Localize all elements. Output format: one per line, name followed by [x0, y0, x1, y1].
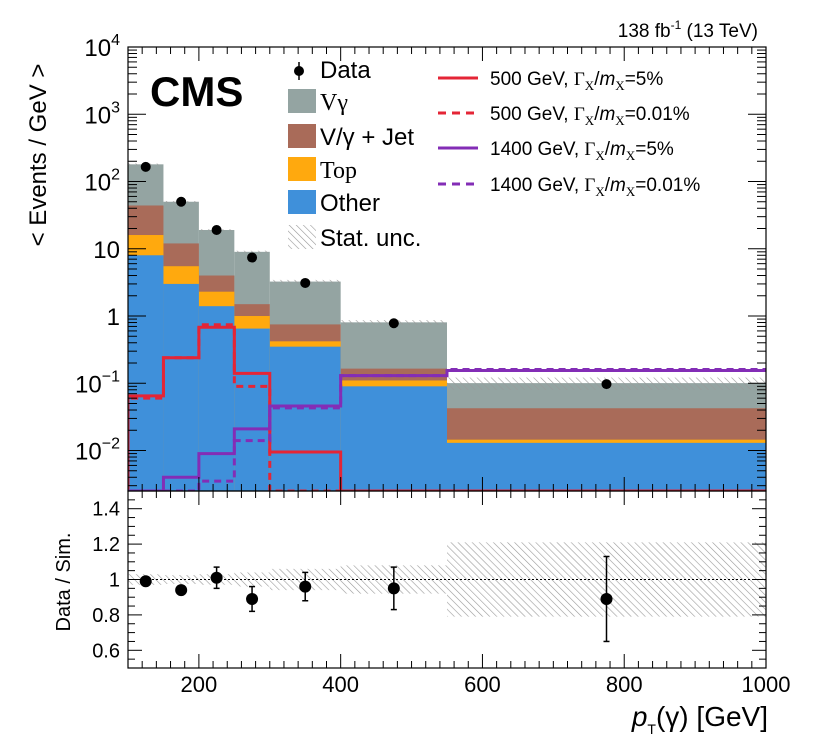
main-plot [128, 161, 766, 491]
legend-data-marker [294, 66, 304, 76]
x-tick-label: 800 [606, 672, 643, 697]
legend-label-4: Other [320, 190, 380, 217]
y-tick-label: 104 [84, 32, 120, 62]
stack-bar-other-6 [447, 442, 766, 491]
ratio-y-axis-label: Data / Sim. [53, 533, 75, 632]
stack-bar-other-3 [234, 328, 270, 491]
legend-label-1: Vγ [320, 90, 348, 116]
y-tick-label: 102 [84, 167, 120, 197]
experiment-label: CMS [150, 68, 243, 115]
x-axis-label: pT(γ) [GeV] [631, 701, 768, 737]
x-tick-label: 200 [181, 672, 218, 697]
legend-swatch-4 [288, 190, 316, 214]
legend-label-0: Data [320, 57, 371, 84]
lumi-label: 138 fb-1 (13 TeV) [618, 18, 758, 42]
y-tick-label: 10−1 [75, 368, 120, 398]
data-point-1 [176, 196, 187, 207]
ratio-y-tick-label: 0.8 [92, 605, 120, 627]
legend-label-2: V/γ + Jet [320, 124, 414, 151]
ratio-point-1 [175, 584, 188, 597]
ratio-plot [128, 542, 766, 643]
data-point-0 [140, 161, 151, 172]
signal-line-2 [128, 368, 766, 491]
data-point-6 [601, 379, 612, 390]
legend-signal-label-0: 500 GeV, ΓX/mX=5% [490, 69, 663, 93]
y-tick-label: 1 [107, 304, 120, 331]
ratio-y-tick-label: 1.4 [92, 499, 120, 521]
y-axis-label: < Events / GeV > [25, 64, 52, 247]
legend-signal-label-2: 1400 GeV, ΓX/mX=5% [490, 139, 674, 163]
ratio-point-6 [600, 592, 613, 605]
stack-bar-other-4 [269, 346, 341, 491]
legend-swatch-5 [288, 225, 316, 249]
stack-bar-other-1 [163, 283, 199, 491]
legend-swatch-2 [288, 124, 316, 148]
ratio-point-3 [246, 592, 259, 605]
stack-bar-other-5 [340, 386, 447, 491]
legend-swatch-3 [288, 157, 316, 181]
ratio-y-tick-label: 0.6 [92, 640, 120, 662]
stat-unc-band-3 [234, 250, 270, 254]
ratio-point-2 [210, 571, 223, 584]
ratio-point-4 [299, 580, 312, 593]
data-point-3 [247, 252, 258, 263]
ratio-y-tick-label: 1 [109, 570, 120, 592]
x-tick-label: 600 [464, 672, 501, 697]
legend-swatch-1 [288, 89, 316, 113]
legend-signal-label-1: 500 GeV, ΓX/mX=0.01% [490, 104, 690, 128]
legend-signal-label-3: 1400 GeV, ΓX/mX=0.01% [490, 175, 700, 199]
data-point-5 [388, 318, 399, 329]
ratio-y-tick-label: 1.2 [92, 534, 120, 556]
x-tick-label: 400 [322, 672, 359, 697]
y-tick-label: 10−2 [75, 436, 120, 466]
legend-label-3: Top [320, 158, 357, 184]
y-tick-label: 103 [84, 99, 120, 129]
ratio-point-0 [139, 575, 152, 588]
stack-bar-other-0 [128, 255, 164, 491]
legend: Data Vγ V/γ + Jet Top Other Stat. unc. 500 GeV… [288, 57, 700, 252]
data-point-2 [211, 225, 222, 236]
signal-line-3 [128, 368, 766, 491]
data-point-4 [300, 277, 311, 288]
y-tick-label: 10 [93, 237, 120, 264]
legend-label-5: Stat. unc. [320, 225, 421, 252]
stack-bar-other-2 [198, 306, 235, 491]
ratio-point-5 [387, 582, 400, 595]
x-tick-label: 1000 [742, 672, 791, 697]
